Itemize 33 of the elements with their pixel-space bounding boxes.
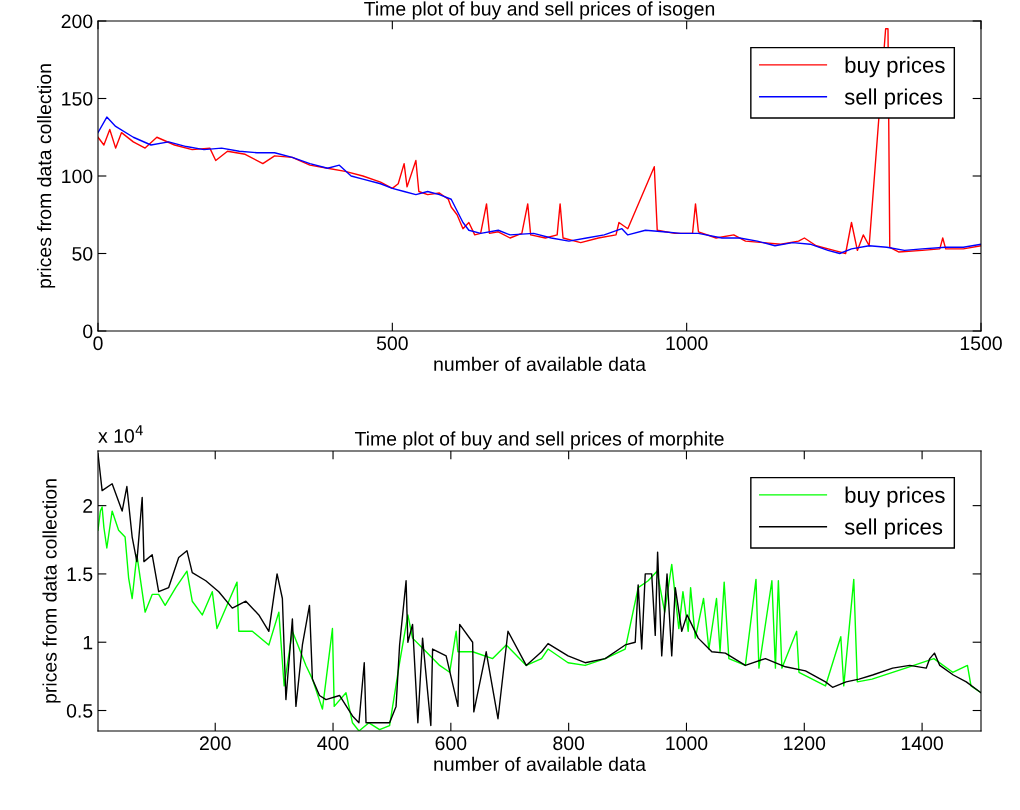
y-axis-title: prices from data collection (37, 64, 56, 288)
text: x 10$^{4}$ (98, 425, 143, 443)
x-tick-label: 200 (199, 736, 231, 751)
x-tick-label: 500 (376, 336, 408, 351)
y-tick-label: 0.5 (66, 703, 93, 718)
x-tick-label: 1000 (666, 736, 708, 751)
chart-title: Time plot of buy and sell prices of morphite (354, 431, 724, 450)
y-axis-title: prices from data collection (42, 479, 61, 703)
legend-label: sell prices (844, 88, 943, 110)
y-tick-label: 150 (62, 91, 93, 106)
x-axis-title: number of available data (434, 356, 646, 372)
y-tick-label: 50 (72, 246, 93, 261)
legend-label: sell prices (844, 518, 943, 540)
x-tick-label: 0 (93, 336, 103, 351)
x-tick-label: 1400 (901, 736, 943, 751)
x-tick-label: 400 (317, 736, 349, 751)
x-axis-title: number of available data (434, 756, 646, 772)
x-tick-label: 600 (435, 736, 467, 751)
legend-label: buy prices (845, 56, 945, 78)
line-series (98, 28, 981, 255)
y-tick-label: 1.5 (67, 567, 93, 582)
legend-label: buy prices (845, 486, 945, 508)
y-tick-label: 1 (83, 635, 93, 650)
x-tick-label: 1000 (666, 336, 708, 351)
line-series (98, 116, 981, 255)
y-tick-label: 200 (61, 14, 93, 29)
x-tick-label: 1500 (960, 336, 1002, 351)
y-tick-label: 2 (83, 499, 93, 513)
y-tick-label: 100 (62, 169, 93, 184)
x-tick-label: 1200 (784, 736, 826, 751)
chart-title: Time plot of buy and sell prices of isogen (364, 1, 715, 20)
x-tick-label: 800 (553, 736, 585, 751)
y-tick-label: 0 (83, 324, 93, 339)
